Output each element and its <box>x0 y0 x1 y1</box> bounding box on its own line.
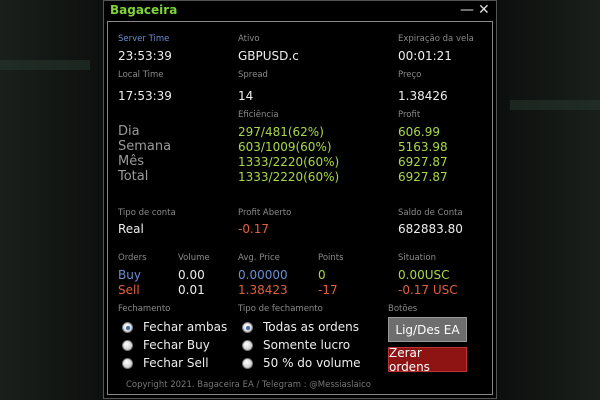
radio-fechar-ambas[interactable] <box>122 322 133 333</box>
fechamento-label: Fechamento <box>118 304 171 314</box>
profit-dia: 606.99 <box>398 125 440 139</box>
toggle-ea-button[interactable]: Lig/Des EA <box>388 317 467 342</box>
tipo-conta-label: Tipo de conta <box>118 208 176 218</box>
server-time-label: Server Time <box>118 34 170 44</box>
period-dia: Dia <box>118 124 140 139</box>
situation-header: Situation <box>398 253 436 263</box>
profit-aberto-label: Profit Aberto <box>238 208 292 218</box>
fechar-ambas-label[interactable]: Fechar ambas <box>143 320 228 334</box>
local-time-value: 17:53:39 <box>118 89 172 103</box>
volume-header: Volume <box>178 253 210 263</box>
eficiencia-total: 1333/2220(60%) <box>238 170 340 184</box>
sell-avg-price: 1.38423 <box>238 283 288 297</box>
period-semana: Semana <box>118 139 172 154</box>
radio-somente-lucro[interactable] <box>242 340 253 351</box>
local-time-label: Local Time <box>118 70 164 80</box>
tipo-fechamento-label: Tipo de fechamento <box>238 304 323 314</box>
zerar-ordens-button[interactable]: Zerar ordens <box>388 346 467 374</box>
close-button[interactable]: ✕ <box>478 2 490 18</box>
expiracao-value: 00:01:21 <box>398 49 452 63</box>
saldo-value: 682883.80 <box>398 222 463 236</box>
avg-price-header: Avg. Price <box>238 253 280 263</box>
ativo-value: GBPUSD.c <box>238 49 299 63</box>
orders-header: Orders <box>118 253 147 263</box>
chart-background-line <box>510 100 600 110</box>
radio-fechar-buy[interactable] <box>122 340 133 351</box>
period-total: Total <box>118 169 149 184</box>
profit-mes: 6927.87 <box>398 155 448 169</box>
radio-50-volume[interactable] <box>242 358 253 369</box>
spread-value: 14 <box>238 89 254 103</box>
sell-situation: -0.17 USC <box>398 283 458 297</box>
profit-semana: 5163.98 <box>398 140 448 154</box>
buy-volume: 0.00 <box>178 268 205 282</box>
todas-ordens-label[interactable]: Todas as ordens <box>263 320 360 334</box>
buy-points: 0 <box>318 268 326 282</box>
ea-window: Bagaceira — ✕ Server Time 23:53:39 Ativo… <box>103 0 497 399</box>
profit-label: Profit <box>398 110 421 120</box>
sell-volume: 0.01 <box>178 283 205 297</box>
buy-label: Buy <box>118 268 141 282</box>
minimize-button[interactable]: — <box>460 2 474 18</box>
buy-avg-price: 0.00000 <box>238 268 288 282</box>
50-volume-label[interactable]: 50 % do volume <box>263 356 361 370</box>
points-header: Points <box>318 253 344 263</box>
sell-label: Sell <box>118 283 140 297</box>
fechar-buy-label[interactable]: Fechar Buy <box>143 338 210 352</box>
eficiencia-mes: 1333/2220(60%) <box>238 155 340 169</box>
buy-situation: 0.00USC <box>398 268 450 282</box>
expiracao-label: Expiração da vela <box>398 34 474 44</box>
profit-aberto-value: -0.17 <box>238 222 270 236</box>
main-panel: Server Time 23:53:39 Ativo GBPUSD.c Expi… <box>107 21 493 395</box>
radio-fechar-sell[interactable] <box>122 358 133 369</box>
copyright-footer: Copyright 2021. Bagaceira EA / Telegram … <box>126 380 371 390</box>
eficiencia-semana: 603/1009(60%) <box>238 140 332 154</box>
tipo-conta-value: Real <box>118 222 144 236</box>
server-time-value: 23:53:39 <box>118 49 172 63</box>
ativo-label: Ativo <box>238 34 260 44</box>
period-mes: Mês <box>118 154 144 169</box>
chart-background-line <box>0 60 90 70</box>
fechar-sell-label[interactable]: Fechar Sell <box>143 356 209 370</box>
sell-points: -17 <box>318 283 338 297</box>
spread-label: Spread <box>238 70 268 80</box>
botoes-label: Botões <box>388 304 418 314</box>
preco-value: 1.38426 <box>398 89 448 103</box>
saldo-label: Saldo de Conta <box>398 208 463 218</box>
eficiencia-dia: 297/481(62%) <box>238 125 324 139</box>
eficiencia-label: Eficiência <box>238 110 279 120</box>
preco-label: Preço <box>398 70 422 80</box>
radio-todas-ordens[interactable] <box>242 322 253 333</box>
somente-lucro-label[interactable]: Somente lucro <box>263 338 351 352</box>
profit-total: 6927.87 <box>398 170 448 184</box>
window-title: Bagaceira <box>110 3 178 17</box>
